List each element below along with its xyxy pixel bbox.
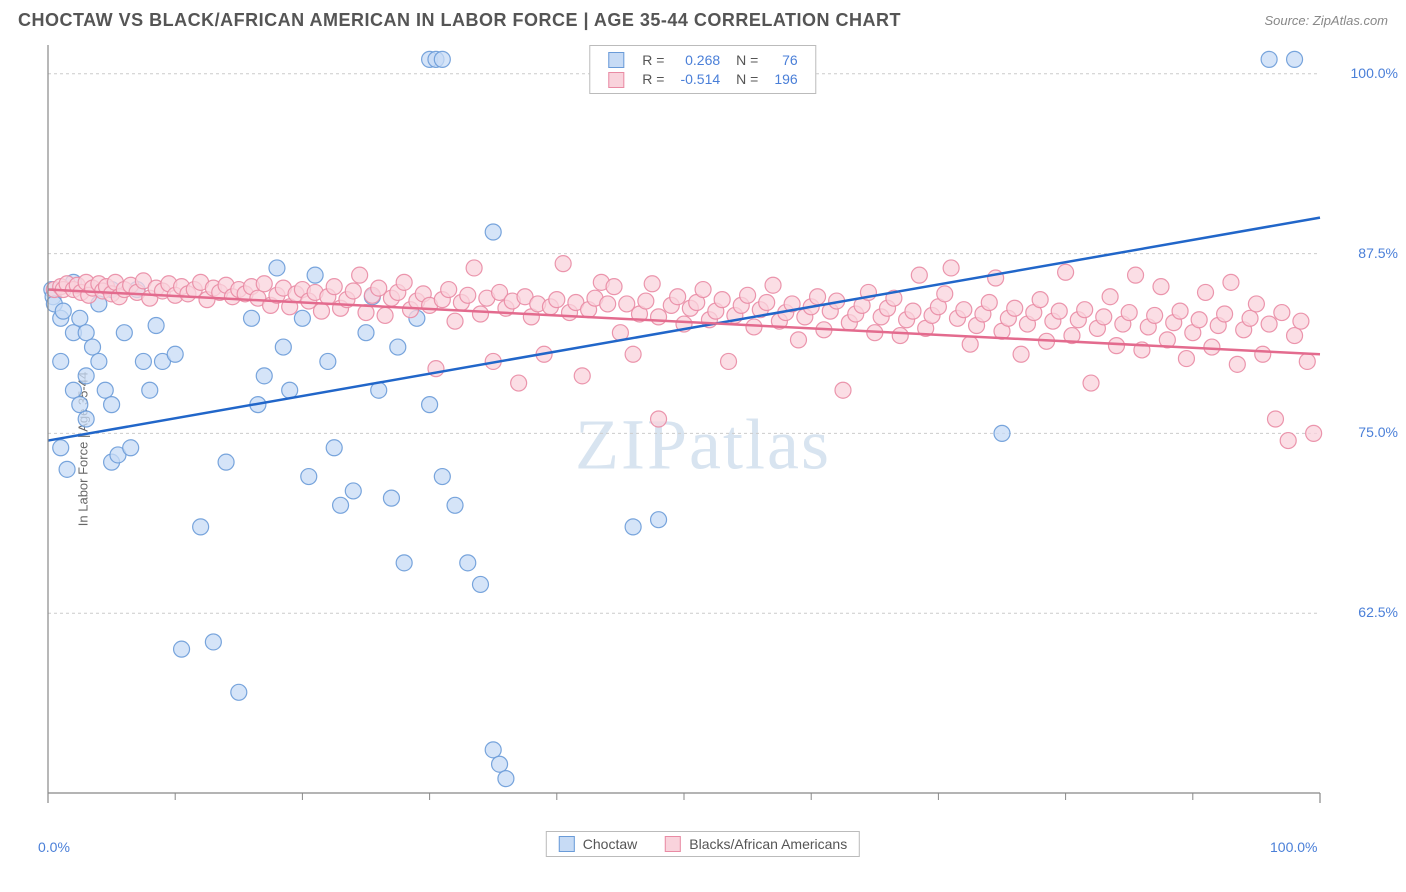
legend-item-black: Blacks/African Americans [665,836,847,852]
x-tick-label: 0.0% [38,839,70,855]
correlation-legend: R =0.268 N =76 R =-0.514 N =196 [589,45,816,94]
legend-row-black: R =-0.514 N =196 [600,69,805,88]
y-tick-label: 62.5% [1358,604,1398,620]
chart-area: In Labor Force | Age 35-44 ZIPatlas R =0… [0,39,1406,859]
legend-item-choctaw: Choctaw [559,836,637,852]
swatch-black [608,72,624,88]
y-tick-label: 100.0% [1351,65,1398,81]
swatch-choctaw-icon [559,836,575,852]
y-tick-label: 87.5% [1358,245,1398,261]
chart-title: CHOCTAW VS BLACK/AFRICAN AMERICAN IN LAB… [18,10,901,31]
source-label: Source: ZipAtlas.com [1264,13,1388,28]
legend-row-choctaw: R =0.268 N =76 [600,50,805,69]
x-tick-label: 100.0% [1270,839,1317,855]
swatch-black-icon [665,836,681,852]
scatter-plot [40,39,1390,829]
series-legend: Choctaw Blacks/African Americans [546,831,860,857]
swatch-choctaw [608,52,624,68]
y-tick-label: 75.0% [1358,424,1398,440]
chart-header: CHOCTAW VS BLACK/AFRICAN AMERICAN IN LAB… [0,0,1406,39]
